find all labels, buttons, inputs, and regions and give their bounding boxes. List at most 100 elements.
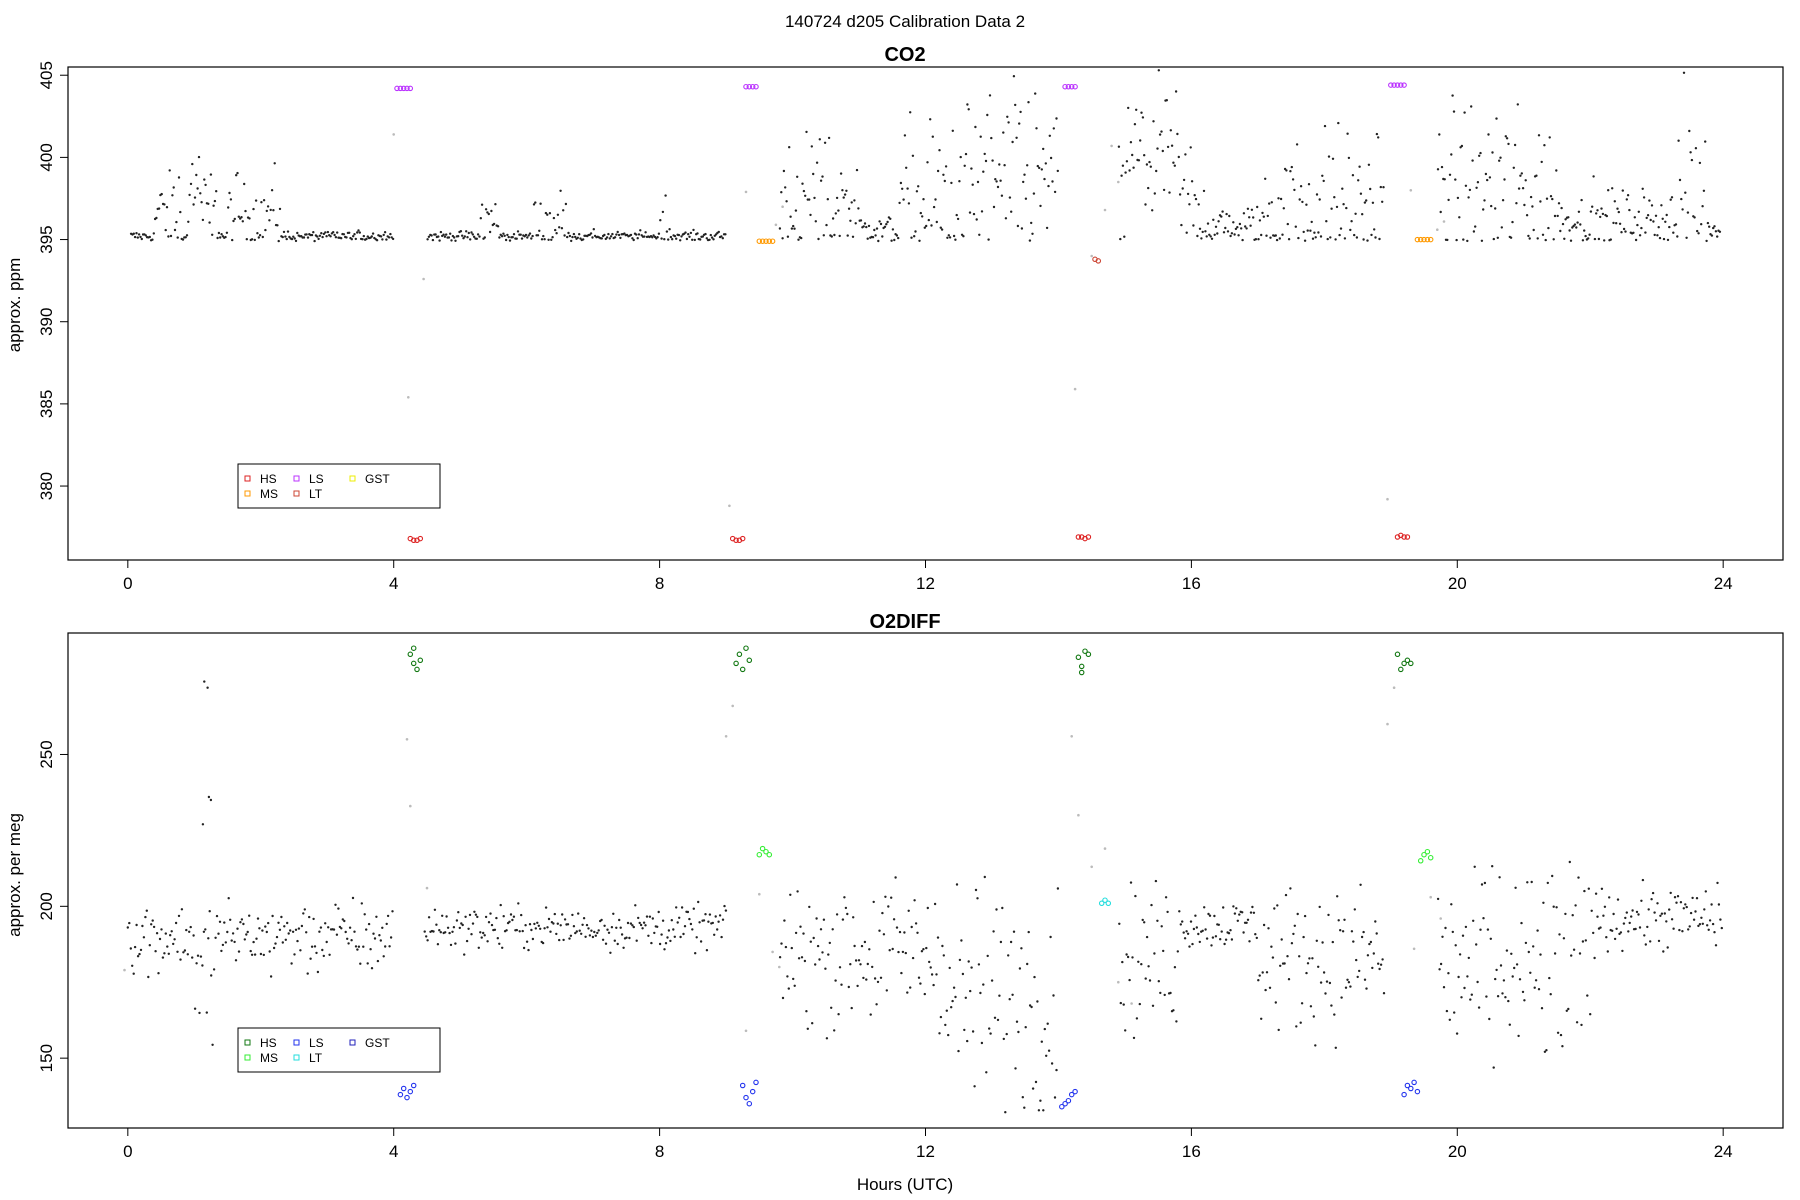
o2diff-ambient-point (1045, 1054, 1048, 1058)
co2-ambient-point (168, 169, 171, 172)
co2-ambient-point (465, 230, 468, 233)
o2diff-ambient-point (695, 936, 698, 939)
co2-ambient-point (1681, 208, 1684, 211)
o2diff-ambient-point (209, 798, 213, 802)
o2diff-ambient-point (1498, 876, 1501, 879)
co2-ambient-point (1684, 191, 1687, 194)
o2diff-ambient-point (1447, 972, 1450, 975)
o2diff-ambient-point (1308, 957, 1311, 960)
co2-ambient-point (1133, 123, 1137, 126)
o2diff-ambient-point (517, 902, 520, 905)
o2diff-ambient-point (947, 1033, 950, 1037)
co2-y-tick-label: 390 (37, 308, 56, 336)
o2diff-ambient-point (207, 937, 210, 940)
co2-ambient-point (608, 237, 611, 240)
co2-ambient-point (484, 208, 488, 211)
co2-ambient-point (1634, 238, 1638, 242)
co2-ambient-point (903, 134, 907, 137)
o2diff-ambient-point (1510, 952, 1513, 955)
o2diff-ambient-point (1008, 998, 1011, 1001)
o2diff-ambient-point (926, 906, 929, 910)
o2diff-ambient-point (446, 926, 450, 929)
o2diff-ambient-point (1492, 1066, 1495, 1069)
co2-ambient-point (1264, 177, 1267, 180)
co2-ambient-point (547, 238, 550, 241)
co2-ambient-point (244, 209, 247, 213)
o2diff-ambient-point (310, 945, 314, 948)
co2-ambient-point (466, 236, 469, 239)
o2diff-ls-point (400, 1085, 407, 1092)
o2diff-ambient-point (264, 925, 267, 928)
o2diff-ambient-point (900, 971, 903, 975)
co2-ambient-point (1256, 205, 1259, 209)
o2diff-ambient-point (806, 1027, 809, 1031)
co2-ambient-point (1214, 225, 1218, 228)
co2-ambient-point (1641, 187, 1644, 190)
co2-ambient-point (196, 187, 199, 190)
o2diff-ambient-point (1507, 999, 1510, 1003)
co2-hs-point (1404, 534, 1411, 540)
co2-ambient-point (1358, 165, 1361, 168)
o2diff-ambient-point (1220, 930, 1223, 933)
o2diff-ambient-point (1356, 975, 1359, 979)
o2diff-ambient-point (522, 946, 526, 950)
o2diff-ambient-point (237, 950, 241, 953)
co2-ambient-point (1552, 238, 1555, 241)
o2diff-ambient-point (476, 915, 479, 919)
co2-ambient-point (988, 94, 992, 97)
o2diff-ls-point (1401, 1091, 1407, 1098)
o2diff-ambient-point (1499, 964, 1503, 967)
o2diff-ambient-point (1495, 968, 1498, 972)
co2-ambient-point (503, 234, 506, 237)
o2diff-ambient-point (794, 931, 798, 935)
o2diff-ls-point (1062, 1100, 1068, 1107)
co2-ambient-point (1285, 169, 1288, 172)
co2-ms-point (766, 238, 773, 244)
o2diff-ambient-point (580, 932, 583, 935)
co2-ambient-point (613, 236, 617, 239)
co2-ambient-point (1317, 231, 1320, 234)
co2-ambient-point (382, 233, 385, 237)
o2diff-ambient-point (985, 1071, 988, 1074)
o2diff-ambient-point (346, 937, 349, 940)
co2-ambient-point (1521, 187, 1525, 190)
co2-ambient-point (1318, 198, 1321, 201)
co2-ambient-point (1613, 200, 1617, 203)
o2diff-ambient-point (834, 979, 837, 982)
o2diff-ambient-point (432, 930, 435, 933)
o2diff-ambient-point (792, 977, 795, 981)
o2diff-ambient-point (148, 944, 151, 947)
co2-legend-symbol (293, 490, 300, 497)
co2-ambient-point (842, 196, 845, 199)
o2diff-ambient-point (1637, 913, 1640, 916)
co2-ambient-point (312, 231, 315, 234)
o2diff-ambient-point (664, 942, 668, 945)
o2diff-hs-point (1401, 660, 1407, 667)
co2-ambient-point (1605, 214, 1609, 218)
o2diff-ambient-point (837, 1013, 840, 1016)
o2diff-ambient-point (1628, 921, 1631, 925)
co2-ambient-point (1008, 196, 1012, 199)
o2diff-ambient-point (1211, 936, 1215, 939)
co2-ambient-point (463, 235, 466, 238)
o2diff-ambient-point (628, 936, 631, 940)
co2-ambient-point (1553, 214, 1557, 218)
co2-ambient-point (1592, 175, 1595, 178)
co2-ambient-point (201, 218, 205, 222)
o2diff-ambient-point (647, 934, 650, 937)
co2-ambient-point (617, 233, 621, 237)
o2diff-ambient-point (697, 900, 700, 904)
o2diff-ambient-point (1627, 930, 1630, 933)
o2diff-ambient-point (1004, 1111, 1007, 1114)
o2diff-ambient-point (464, 915, 467, 918)
co2-ambient-point (576, 236, 579, 239)
co2-ambient-point (185, 234, 189, 237)
o2diff-ambient-point (689, 922, 693, 926)
o2diff-ambient-point (604, 942, 608, 945)
o2diff-ambient-point (438, 929, 441, 932)
o2diff-ambient-point (857, 959, 861, 962)
o2diff-ambient-point (1124, 1029, 1127, 1032)
co2-ambient-point (1478, 154, 1481, 157)
co2-ambient-point (1488, 176, 1492, 179)
o2diff-ambient-point (454, 942, 457, 945)
